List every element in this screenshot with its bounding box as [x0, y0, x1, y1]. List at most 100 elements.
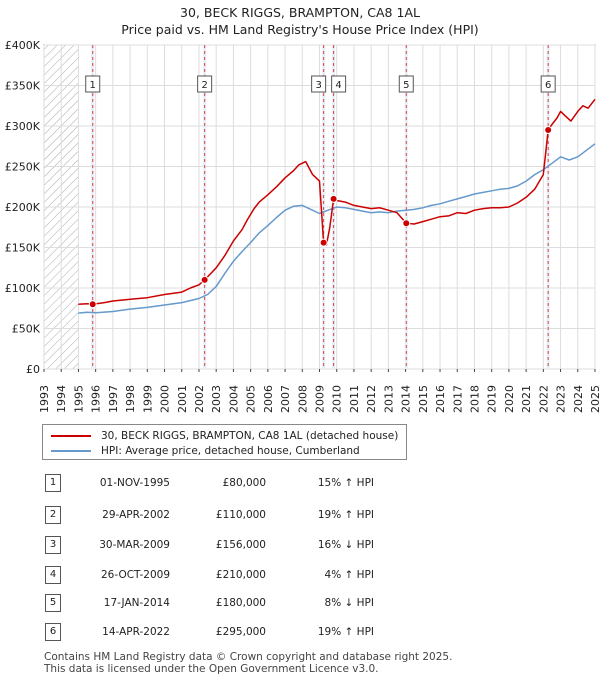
legend-property-label: 30, BECK RIGGS, BRAMPTON, CA8 1AL (detac… — [101, 430, 399, 442]
legend: 30, BECK RIGGS, BRAMPTON, CA8 1AL (detac… — [42, 424, 407, 460]
sale-point — [200, 275, 209, 284]
sale-hpi-diff: 19% ↑ HPI — [317, 509, 374, 521]
sale-date: 26-OCT-2009 — [101, 569, 170, 581]
sale-point — [544, 126, 553, 135]
sale-bands — [91, 45, 550, 369]
table-row: 1 01-NOV-1995 £80,000 15% ↑ HPI — [42, 474, 442, 492]
x-tick-label: 2024 — [572, 385, 585, 413]
table-row: 2 29-APR-2002 £110,000 19% ↑ HPI — [42, 506, 442, 524]
x-tick-label: 2005 — [245, 385, 258, 413]
sale-markers: 1 2 3 4 5 6 — [85, 75, 556, 93]
y-tick-label: £200K — [5, 201, 41, 214]
x-tick-label: 1995 — [72, 385, 85, 413]
legend-hpi-label: HPI: Average price, detached house, Cumb… — [101, 445, 360, 457]
y-tick-label: £350K — [5, 80, 41, 93]
sale-date: 29-APR-2002 — [102, 509, 170, 521]
x-tick-label: 2018 — [468, 385, 481, 413]
sale-marker-label: 1 — [90, 80, 96, 91]
x-tick-label: 2017 — [451, 385, 464, 413]
sale-number: 6 — [45, 623, 61, 641]
x-tick-label: 1997 — [107, 385, 120, 413]
x-tick-label: 2020 — [503, 385, 516, 413]
x-tick-label: 2011 — [348, 385, 361, 413]
chart-title: 30, BECK RIGGS, BRAMPTON, CA8 1AL Price … — [0, 4, 600, 38]
sale-point — [329, 194, 338, 203]
x-tick-label: 1999 — [141, 385, 154, 413]
sale-price: £110,000 — [215, 509, 266, 521]
x-tick-label: 2014 — [400, 385, 413, 413]
x-axis: 1993 1994 1995 1996 1997 1998 1999 2000 2001 2002… — [38, 369, 600, 413]
x-tick-label: 2021 — [520, 385, 533, 413]
sale-number: 3 — [45, 536, 61, 554]
sale-date: 17-JAN-2014 — [103, 597, 170, 609]
x-tick-label: 2015 — [417, 385, 430, 413]
y-tick-label: £400K — [5, 39, 41, 52]
legend-property-swatch — [51, 435, 91, 437]
y-tick-label: £50K — [12, 323, 41, 336]
sale-number: 2 — [45, 506, 61, 524]
sale-hpi-diff: 8% ↓ HPI — [324, 597, 374, 609]
sale-hpi-diff: 16% ↓ HPI — [317, 539, 374, 551]
y-tick-label: £150K — [5, 242, 41, 255]
x-tick-label: 2023 — [555, 385, 568, 413]
sale-points — [88, 126, 553, 309]
sale-price: £210,000 — [215, 569, 266, 581]
sale-number: 4 — [45, 566, 61, 584]
table-row: 6 14-APR-2022 £295,000 19% ↑ HPI — [42, 623, 442, 641]
sale-point — [402, 219, 411, 228]
x-tick-label: 2016 — [434, 385, 447, 413]
x-tick-label: 2006 — [262, 385, 275, 413]
table-row: 4 26-OCT-2009 £210,000 4% ↑ HPI — [42, 566, 442, 584]
table-row: 3 30-MAR-2009 £156,000 16% ↓ HPI — [42, 536, 442, 554]
x-tick-label: 2025 — [589, 385, 600, 413]
sale-price: £295,000 — [215, 626, 266, 638]
x-tick-label: 2004 — [227, 385, 240, 413]
y-axis: £0 £50K £100K £150K £200K £250K £300K £350K £400… — [5, 39, 41, 376]
sale-price: £180,000 — [215, 597, 266, 609]
x-tick-label: 2002 — [193, 385, 206, 413]
sale-marker-box — [311, 75, 327, 93]
x-tick-label: 2013 — [382, 385, 395, 413]
footer: Contains HM Land Registry data © Crown c… — [44, 651, 452, 675]
sale-marker-label: 2 — [201, 80, 207, 91]
sale-marker-box — [398, 75, 414, 93]
x-tick-label: 1994 — [55, 385, 68, 413]
footer-copyright: Contains HM Land Registry data © Crown c… — [44, 651, 453, 663]
x-tick-label: 2001 — [176, 385, 189, 413]
sale-marker-label: 4 — [335, 80, 341, 91]
sale-marker-label: 5 — [403, 80, 409, 91]
sale-date: 01-NOV-1995 — [99, 477, 170, 489]
sale-hpi-diff: 15% ↑ HPI — [317, 477, 374, 489]
hpi-line — [78, 143, 596, 314]
y-tick-label: £300K — [5, 120, 41, 133]
sale-number: 5 — [45, 594, 61, 612]
x-tick-label: 1993 — [38, 385, 51, 413]
x-tick-label: 2008 — [296, 385, 309, 413]
x-tick-label: 2009 — [314, 385, 327, 413]
sale-marker-box — [540, 75, 556, 93]
table-row: 5 17-JAN-2014 £180,000 8% ↓ HPI — [42, 594, 442, 612]
sale-point — [319, 238, 328, 247]
title-subtitle: Price paid vs. HM Land Registry's House … — [121, 22, 479, 37]
sale-marker-box — [197, 75, 213, 93]
y-tick-label: £250K — [5, 161, 41, 174]
x-tick-label: 1998 — [124, 385, 137, 413]
sale-price: £156,000 — [215, 539, 266, 551]
sale-point — [88, 300, 97, 309]
title-address: 30, BECK RIGGS, BRAMPTON, CA8 1AL — [180, 5, 420, 20]
sale-marker-label: 6 — [545, 80, 551, 91]
sale-hpi-diff: 19% ↑ HPI — [317, 626, 374, 638]
sale-marker-label: 3 — [315, 80, 321, 91]
x-tick-label: 2012 — [365, 385, 378, 413]
x-tick-label: 2000 — [159, 385, 172, 413]
sale-date: 14-APR-2022 — [102, 626, 170, 638]
sale-date: 30-MAR-2009 — [99, 539, 170, 551]
x-tick-label: 1996 — [90, 385, 103, 413]
sale-hpi-diff: 4% ↑ HPI — [324, 569, 374, 581]
x-tick-label: 2003 — [210, 385, 223, 413]
sale-marker-box — [331, 75, 347, 93]
x-tick-label: 2010 — [331, 385, 344, 413]
legend-hpi-swatch — [51, 450, 91, 452]
y-tick-label: £100K — [5, 282, 41, 295]
x-tick-label: 2007 — [279, 385, 292, 413]
